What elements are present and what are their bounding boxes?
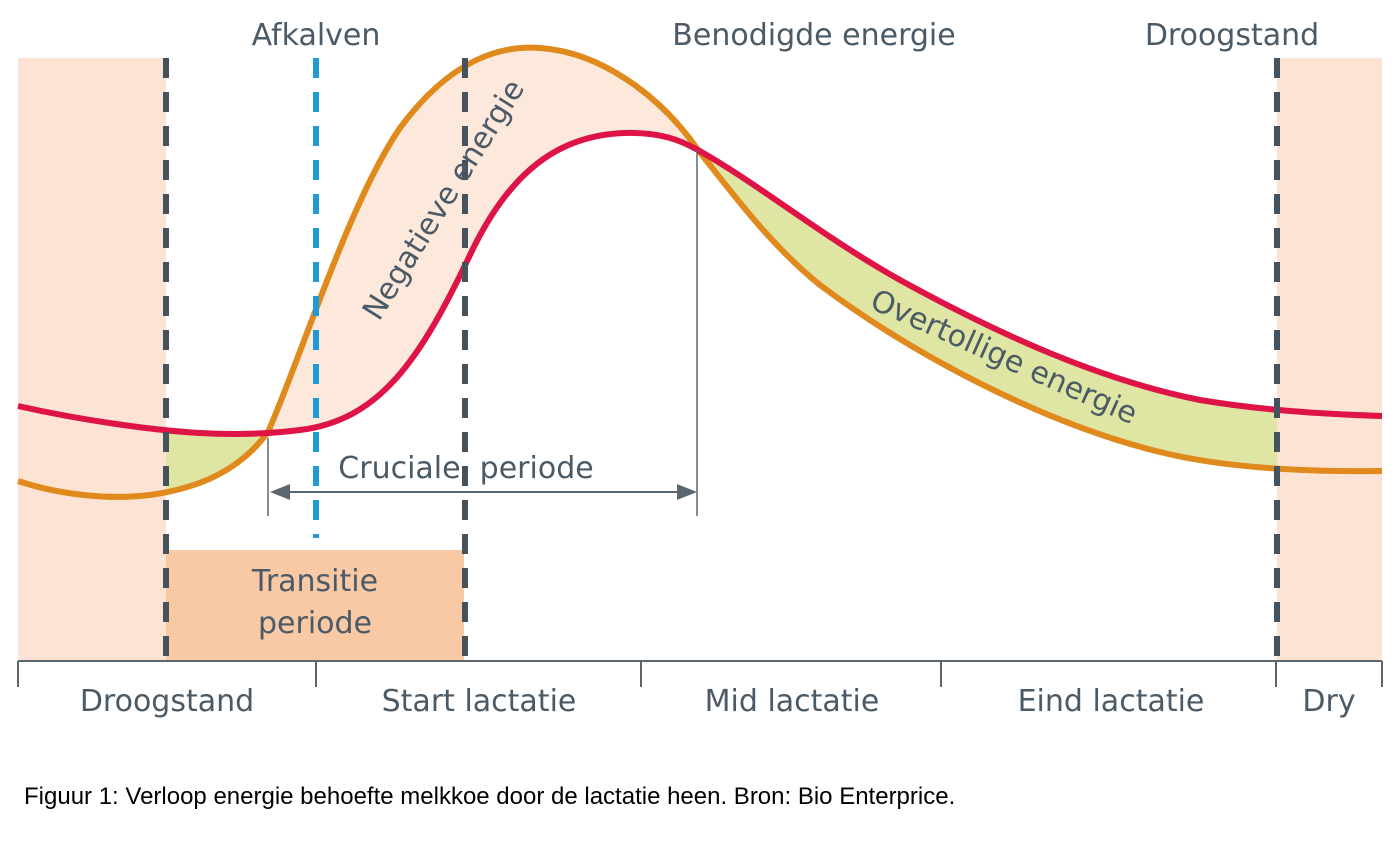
phase-label-dry-off: Droogstand bbox=[80, 684, 254, 719]
phase-label-start-lactation: Start lactatie bbox=[382, 684, 577, 719]
dry-off-label: Droogstand bbox=[1145, 18, 1319, 53]
figure-caption: Figuur 1: Verloop energie behoefte melkk… bbox=[24, 783, 956, 810]
dry-zone-left bbox=[18, 58, 166, 661]
phase-label-dry: Dry bbox=[1302, 684, 1355, 719]
negative-energy-area bbox=[268, 47, 698, 432]
energy-intake-curve bbox=[17, 44, 1383, 500]
crucial-period-arrow-right-head bbox=[677, 484, 697, 500]
energy-need-curve bbox=[17, 129, 1383, 437]
transition-label-line2: periode bbox=[258, 606, 372, 641]
transition-period-box bbox=[166, 550, 464, 661]
phase-label-mid-lactation: Mid lactatie bbox=[705, 684, 880, 719]
phase-label-end-lactation: Eind lactatie bbox=[1018, 684, 1205, 719]
lactation-energy-diagram: Cruciale periode Transitie periode Negat… bbox=[17, 18, 1383, 719]
surplus-energy-area-left bbox=[166, 432, 268, 493]
crucial-period-arrow-left-head bbox=[270, 484, 290, 500]
surplus-energy-label: Overtollige energie bbox=[865, 283, 1142, 432]
surplus-energy-area-right bbox=[698, 150, 1277, 468]
crucial-period-label: Cruciale periode bbox=[338, 451, 593, 486]
transition-label-line1: Transitie bbox=[251, 564, 378, 599]
dry-zone-right bbox=[1277, 58, 1382, 661]
needed-energy-label: Benodigde energie bbox=[672, 18, 955, 53]
calving-label: Afkalven bbox=[252, 18, 381, 53]
